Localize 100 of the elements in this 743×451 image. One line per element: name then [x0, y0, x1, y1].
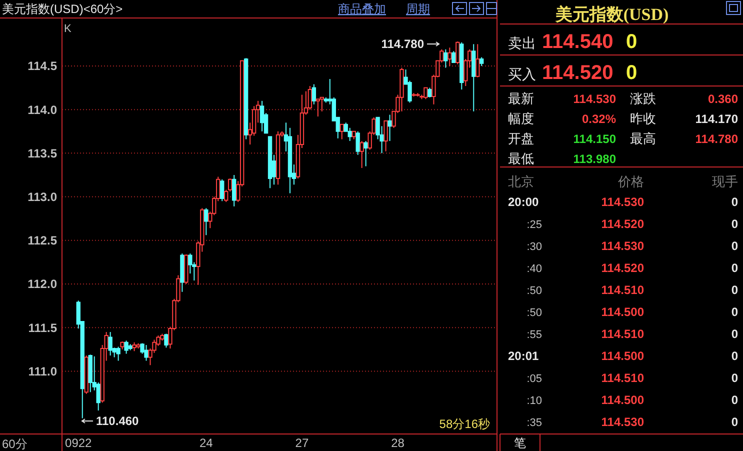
- text: 美元指数(USD): [554, 5, 669, 24]
- candlestick: [424, 87, 428, 100]
- text: 0: [731, 371, 738, 385]
- candlestick: [456, 41, 460, 65]
- y-tick-label: 112.0: [28, 277, 58, 292]
- text: :40: [526, 263, 542, 275]
- text: 114.530: [601, 415, 644, 429]
- candlestick: [480, 56, 484, 66]
- text: 0: [626, 62, 638, 84]
- candlestick: [108, 331, 112, 356]
- y-tick-label: 112.5: [28, 234, 58, 248]
- candlestick: [276, 130, 280, 186]
- text: 最新: [508, 91, 534, 106]
- y-tick-label: 113.0: [28, 190, 58, 204]
- text: 北京: [508, 174, 534, 189]
- text: 114.540: [542, 31, 614, 53]
- text: 114.530: [573, 92, 616, 106]
- text: :30: [526, 241, 542, 253]
- text: 20:00: [508, 195, 540, 209]
- text: 113.980: [573, 152, 616, 166]
- candlestick: [184, 254, 188, 284]
- text: 114.520: [601, 261, 644, 275]
- text: 最高: [630, 131, 656, 146]
- candlestick: [340, 124, 344, 140]
- text: :35: [526, 417, 542, 429]
- y-tick-label: 114.5: [28, 59, 58, 74]
- text: 卖出: [508, 35, 536, 51]
- y-tick-label: 111.5: [28, 320, 58, 335]
- text: 价格: [617, 174, 644, 189]
- text: 昨收: [630, 111, 656, 126]
- candlestick: [416, 92, 420, 97]
- text: 114.510: [601, 283, 644, 297]
- candlestick: [268, 136, 272, 189]
- text: 现手: [712, 174, 738, 189]
- candlestick: [428, 87, 432, 98]
- candlestick: [452, 50, 456, 63]
- text: 0: [731, 305, 738, 319]
- text: 114.520: [601, 217, 644, 231]
- text: 0: [731, 283, 738, 297]
- text: 开盘: [508, 131, 534, 146]
- text: 0.360: [708, 92, 738, 106]
- chart-title: 美元指数(USD)<60分>: [2, 2, 123, 16]
- candlestick: [412, 92, 416, 97]
- text: 114.150: [573, 132, 616, 146]
- text: 114.500: [601, 349, 644, 363]
- text: 0: [626, 31, 638, 53]
- y-tick-label: 113.5: [28, 146, 58, 160]
- text: 114.530: [601, 195, 644, 209]
- candlestick: [384, 120, 388, 152]
- text: :50: [526, 285, 542, 297]
- candlestick: [120, 341, 124, 350]
- candlestick: [360, 140, 364, 169]
- text: 60分: [2, 437, 28, 451]
- candlestick: [460, 42, 464, 90]
- candlestick: [128, 344, 132, 351]
- candlestick: [476, 44, 480, 78]
- candlestick: [400, 67, 404, 112]
- text: 周期: [406, 2, 430, 16]
- text: 0: [731, 393, 738, 407]
- text: 114.510: [601, 327, 644, 341]
- candlestick: [88, 354, 92, 393]
- candlestick: [352, 130, 356, 140]
- text: 幅度: [508, 111, 534, 126]
- x-tick-label: 28: [391, 436, 405, 450]
- candlestick: [116, 346, 120, 362]
- candlestick: [164, 333, 168, 348]
- text: 0: [731, 327, 738, 341]
- y-tick-label: 111.0: [28, 364, 58, 378]
- text: 0: [731, 261, 738, 275]
- text: 114.530: [601, 239, 644, 253]
- candlestick: [124, 340, 128, 354]
- text: :55: [526, 329, 542, 341]
- annotation: 110.460: [96, 414, 140, 428]
- candlestick: [364, 140, 368, 167]
- text: 涨跌: [630, 91, 656, 106]
- text: 商品叠加: [338, 2, 386, 16]
- candlestick: [136, 342, 140, 350]
- x-tick-label: 0922: [65, 436, 92, 450]
- candlestick: [356, 130, 360, 156]
- candlestick: [444, 48, 448, 68]
- candlestick: [180, 252, 184, 292]
- candlestick: [388, 114, 392, 142]
- text: :10: [526, 395, 542, 407]
- x-tick-label: 24: [199, 436, 214, 450]
- text: 0: [731, 415, 738, 429]
- annotation: 58分16秒: [439, 417, 490, 431]
- candlestick: [84, 355, 88, 394]
- candlestick: [144, 344, 148, 362]
- text: 114.510: [601, 371, 644, 385]
- text: 114.780: [695, 132, 738, 146]
- text: K: [64, 23, 72, 35]
- annotation: 114.780: [381, 37, 424, 51]
- text: 0: [731, 239, 738, 253]
- candlestick: [220, 178, 224, 202]
- y-tick-label: 114.0: [28, 102, 58, 117]
- candlestick: [132, 342, 136, 352]
- text: 最低: [508, 151, 534, 166]
- text: 114.170: [695, 112, 738, 126]
- candlestick: [244, 58, 248, 140]
- candlestick: [232, 174, 236, 207]
